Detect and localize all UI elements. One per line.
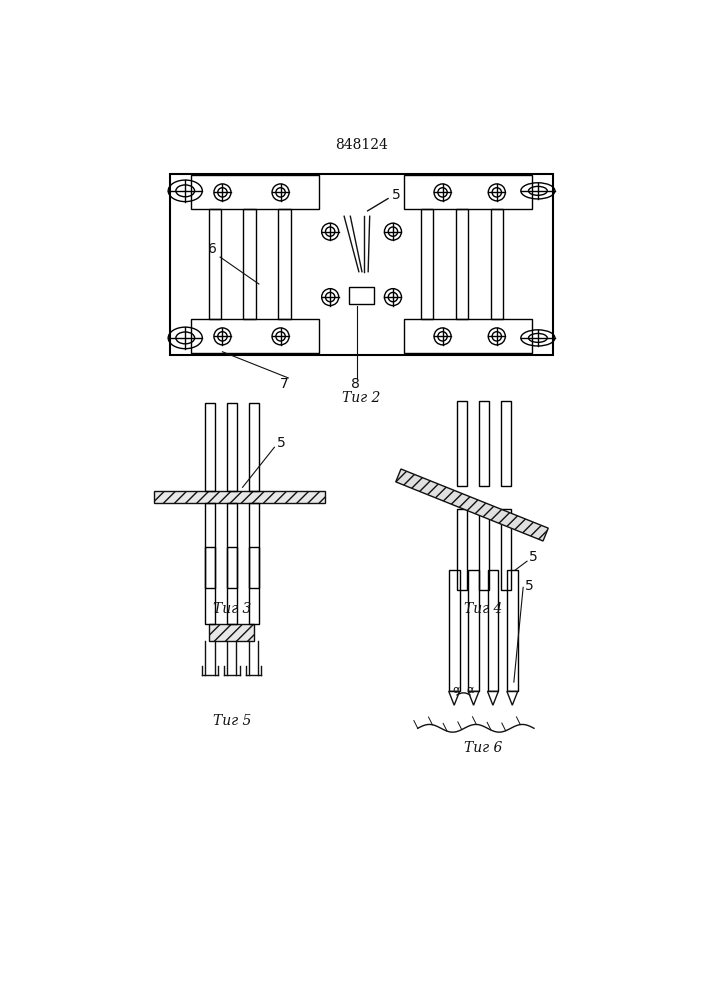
Bar: [479, 509, 489, 590]
Text: α: α: [467, 685, 474, 695]
Bar: [404, 175, 532, 209]
Bar: [206, 547, 216, 624]
Bar: [468, 570, 479, 691]
Bar: [279, 209, 291, 319]
Bar: [479, 401, 489, 486]
Bar: [227, 503, 237, 588]
Bar: [227, 403, 237, 491]
Bar: [491, 209, 503, 319]
Text: Τиг 4: Τиг 4: [464, 602, 503, 616]
Bar: [243, 209, 256, 319]
Bar: [206, 403, 216, 491]
Text: 7: 7: [280, 377, 289, 391]
Bar: [249, 547, 259, 624]
Polygon shape: [396, 469, 548, 541]
Bar: [249, 403, 259, 491]
Text: 5: 5: [525, 579, 534, 593]
Text: Τиг 6: Τиг 6: [464, 741, 503, 755]
Bar: [501, 401, 510, 486]
Bar: [209, 624, 255, 641]
Bar: [421, 209, 433, 319]
Bar: [349, 287, 373, 304]
Bar: [249, 503, 259, 588]
Bar: [206, 503, 216, 588]
Text: 5: 5: [392, 188, 401, 202]
Text: 848124: 848124: [336, 138, 388, 152]
Bar: [457, 401, 467, 486]
Text: Τиг 5: Τиг 5: [213, 714, 251, 728]
Bar: [170, 174, 554, 355]
Text: 6: 6: [208, 242, 217, 256]
Text: Τиг 2: Τиг 2: [342, 391, 380, 405]
Bar: [192, 319, 320, 353]
Text: α: α: [452, 685, 460, 695]
Bar: [456, 209, 468, 319]
Text: Τиг 3: Τиг 3: [213, 602, 251, 616]
Bar: [404, 319, 532, 353]
Bar: [192, 175, 320, 209]
Bar: [209, 209, 221, 319]
Bar: [154, 491, 325, 503]
Bar: [488, 570, 498, 691]
Bar: [501, 509, 510, 590]
Text: 5: 5: [276, 436, 286, 450]
Bar: [227, 547, 237, 624]
Bar: [449, 570, 460, 691]
Text: 8: 8: [351, 377, 360, 391]
Text: 5: 5: [529, 550, 537, 564]
Bar: [507, 570, 518, 691]
Bar: [457, 509, 467, 590]
